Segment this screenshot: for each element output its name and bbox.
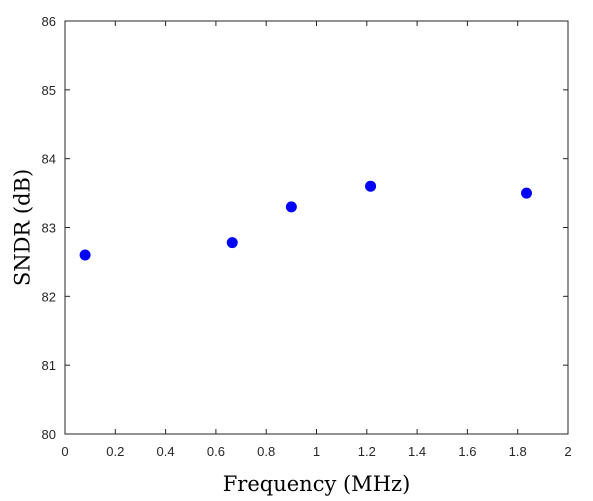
y-tick-label: 84: [42, 152, 56, 167]
data-point: [521, 187, 533, 199]
plot-area: [64, 20, 569, 435]
plot-frame: [64, 20, 569, 435]
y-tick-label: 85: [42, 83, 56, 98]
y-tick-label: 83: [42, 221, 56, 236]
data-point: [365, 180, 377, 192]
x-tick-label: 0.8: [257, 444, 275, 459]
data-point: [79, 249, 91, 261]
data-point: [285, 201, 297, 213]
y-tick-label: 80: [42, 427, 56, 442]
x-tick-label: 1: [313, 444, 320, 459]
x-tick-label: 2: [564, 444, 571, 459]
y-tick-label: 81: [42, 358, 56, 373]
x-axis-ticks: 0 0.2 0.4 0.6 0.8 1 1.2 1.4 1.6 1.8 2: [61, 21, 572, 459]
x-tick-label: 1.6: [458, 444, 476, 459]
y-axis-title: SNDR (dB): [11, 169, 35, 286]
y-tick-label: 82: [42, 289, 56, 304]
x-tick-label: 0: [61, 444, 68, 459]
data-points: [79, 180, 533, 261]
data-point: [226, 237, 238, 249]
x-tick-label: 1.2: [358, 444, 376, 459]
x-tick-label: 0.2: [106, 444, 124, 459]
x-axis-title: Frequency (MHz): [223, 472, 411, 496]
x-tick-label: 0.6: [207, 444, 225, 459]
y-axis-ticks: 80 81 82 83 84 85 86: [42, 14, 568, 442]
x-tick-label: 0.4: [157, 444, 175, 459]
y-tick-label: 86: [42, 14, 56, 29]
x-tick-label: 1.4: [408, 444, 426, 459]
x-tick-label: 1.8: [509, 444, 527, 459]
